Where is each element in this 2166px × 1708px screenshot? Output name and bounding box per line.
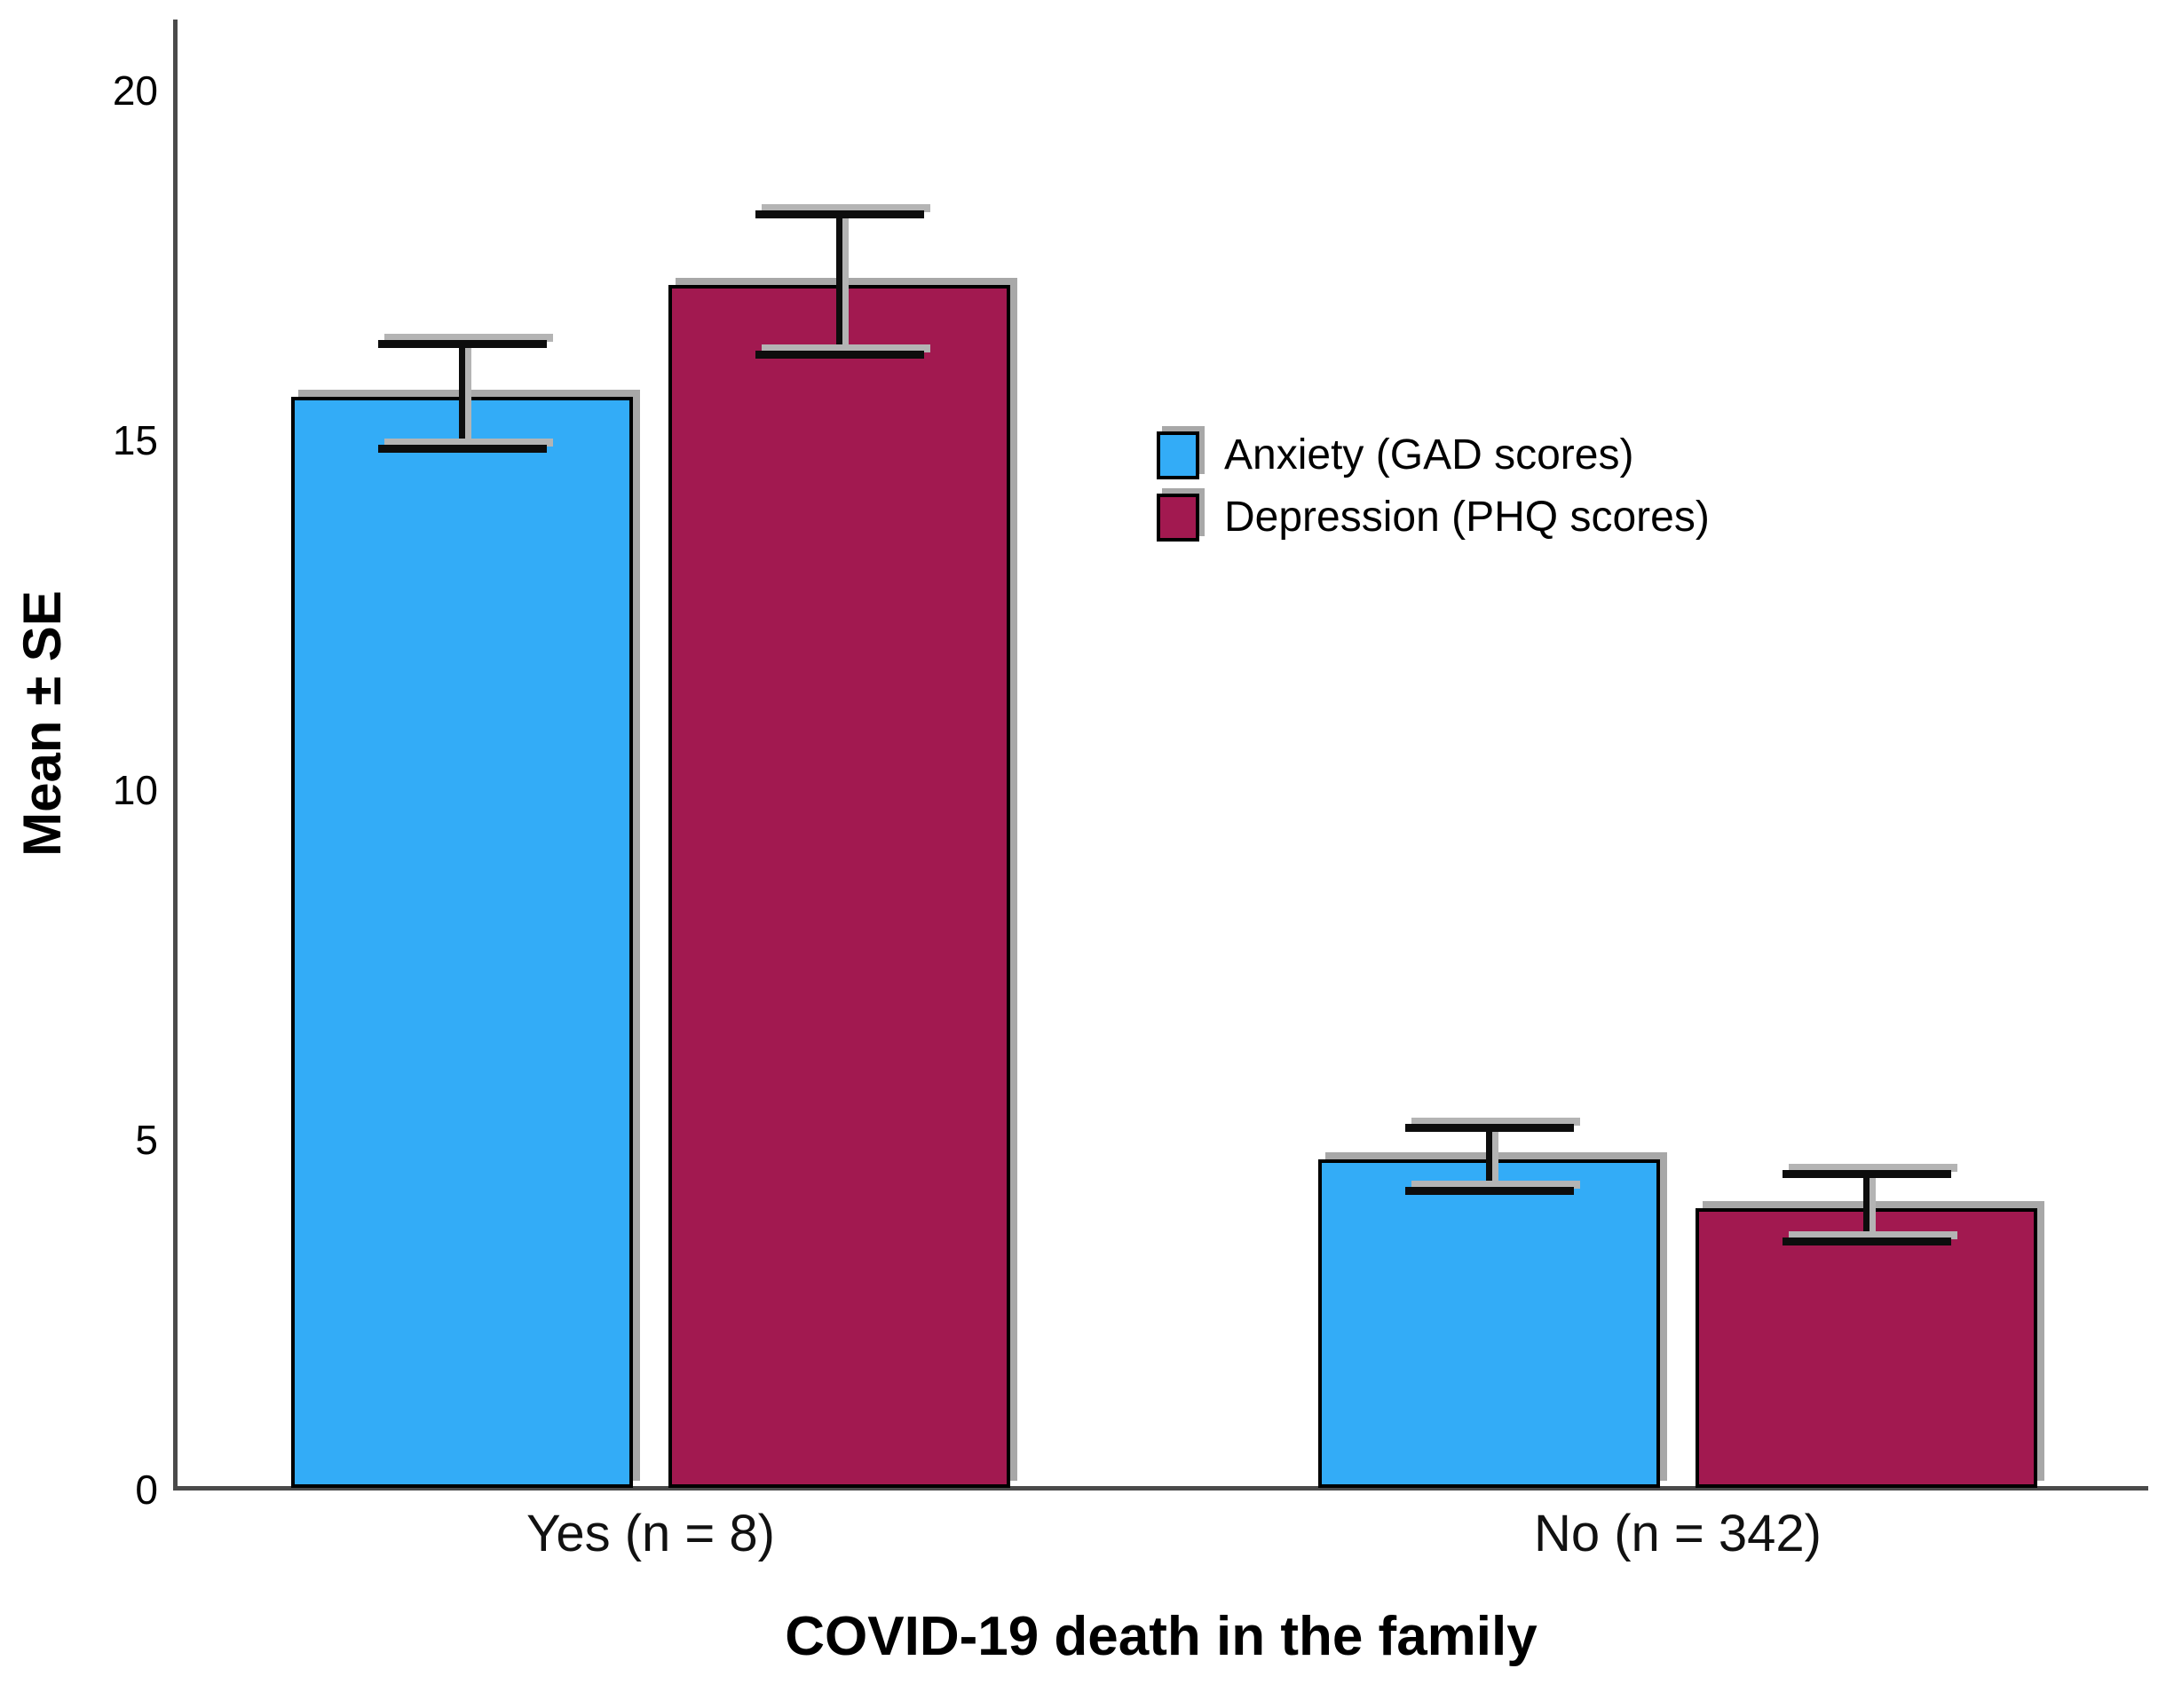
error-bar-cap-upper-depression-yes [755,210,924,219]
y-axis-title: Mean ± SE [12,590,72,857]
error-bar-cap-lower-depression-yes [755,350,924,359]
bar-anxiety-no [1318,1158,1660,1488]
legend: Anxiety (GAD scores) Depression (PHQ sco… [1157,431,1710,556]
error-bar-stem-anxiety-no [1486,1127,1492,1191]
x-category-label-yes: Yes (n = 8) [526,1505,775,1562]
error-bar-stem-depression-yes [836,214,842,355]
error-bar-cap-lower-anxiety-yes [377,445,547,454]
legend-row-depression: Depression (PHQ scores) [1157,494,1710,542]
bar-anxiety-yes [291,396,633,1488]
bar-depression-yes [668,284,1010,1488]
bar-depression-no [1696,1207,2037,1488]
error-bar-cap-lower-depression-no [1782,1238,1951,1246]
legend-label-depression: Depression (PHQ scores) [1224,494,1710,541]
error-bar-cap-lower-anxiety-no [1404,1186,1574,1195]
legend-swatch-depression [1157,494,1199,542]
y-tick-label-0: 0 [135,1467,158,1513]
x-category-label-no: No (n = 342) [1533,1505,1822,1562]
error-bar-stem-depression-no [1863,1174,1870,1242]
x-axis-title: COVID-19 death in the family [785,1606,1538,1667]
y-tick-label-15: 15 [112,417,158,463]
y-tick-label-20: 20 [112,67,158,114]
legend-row-anxiety: Anxiety (GAD scores) [1157,431,1710,479]
error-bar-cap-upper-anxiety-no [1404,1123,1574,1132]
legend-label-anxiety: Anxiety (GAD scores) [1224,431,1634,478]
y-tick-label-5: 5 [135,1117,158,1163]
error-bar-cap-upper-anxiety-yes [377,340,547,349]
error-bar-cap-upper-depression-no [1782,1170,1951,1179]
y-tick-label-10: 10 [112,767,158,813]
legend-swatch-anxiety [1157,431,1199,479]
error-bar-stem-anxiety-yes [459,344,465,449]
x-axis-line [173,1486,2148,1491]
y-axis-line [173,20,178,1491]
